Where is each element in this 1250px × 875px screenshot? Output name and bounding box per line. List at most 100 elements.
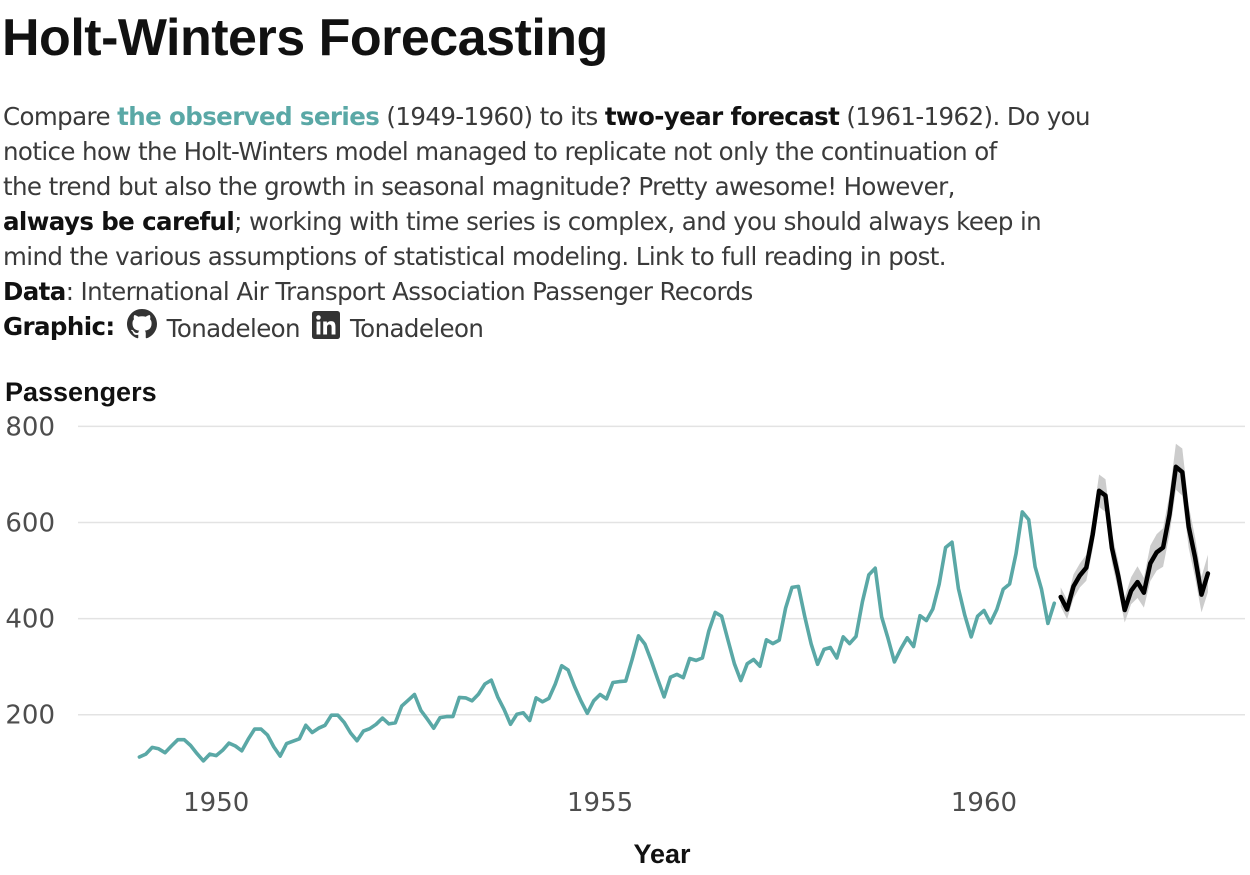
subtitle-line-4: always be careful; working with time ser… [3,204,1248,239]
series-lines [137,464,1211,763]
subtitle-line-2: notice how the Holt-Winters model manage… [3,137,997,166]
observed-point [375,723,377,725]
observed-point [624,680,626,682]
forecast-point [1111,547,1113,549]
observed-point [669,676,671,678]
observed-point [829,646,831,648]
observed-point [541,701,543,703]
observed-point [452,715,454,717]
observed-point [439,716,441,718]
observed-point [682,677,684,679]
observed-point [663,696,665,698]
observed-point [369,727,371,729]
observed-point [861,601,863,603]
subtitle-line-5: mind the various assumptions of statisti… [3,242,947,271]
observed-point [426,718,428,720]
observed-point [343,721,345,723]
subtitle-line-1: Compare the observed series (1949-1960) … [3,99,1248,134]
github-handle[interactable]: Tonadeleon [166,313,301,343]
observed-point [234,745,236,747]
forecast-highlight: two-year forecast [604,102,840,131]
observed-point [196,752,198,754]
observed-point [989,622,991,624]
observed-point [964,614,966,616]
forecast-point [1130,590,1132,592]
observed-point [177,739,179,741]
observed-point [1021,511,1023,513]
observed-point [420,709,422,711]
observed-point [708,630,710,632]
observed-point [445,715,447,717]
observed-point [209,753,211,755]
forecast-point [1066,608,1068,610]
observed-point [848,642,850,644]
forecast-point [1194,556,1196,558]
observed-point [1015,553,1017,555]
observed-point [842,636,844,638]
observed-point [484,683,486,685]
observed-point [951,541,953,543]
observed-point [298,738,300,740]
observed-point [644,643,646,645]
observed-point [497,696,499,698]
x-tick-label: 1960 [951,788,1017,818]
linkedin-handle[interactable]: Tonadeleon [349,313,484,343]
observed-point [676,673,678,675]
observed-point [247,738,249,740]
observed-point [1034,566,1036,568]
observed-point [925,619,927,621]
observed-point [1047,622,1049,624]
observed-point [688,657,690,659]
observed-point [637,635,639,637]
observed-point [151,746,153,748]
observed-point [471,700,473,702]
observed-point [228,742,230,744]
observed-point [701,657,703,659]
forecast-interval-bands [1060,443,1208,623]
axis-labels: 200 400 600 800 1950 1955 1960 Passengers Year [5,377,1017,869]
subtitle-text: Compare [3,102,118,131]
observed-point [337,714,339,716]
linkedin-icon[interactable] [311,311,340,339]
observed-point [311,731,313,733]
observed-point [324,724,326,726]
observed-point [529,719,531,721]
github-icon[interactable] [126,309,157,339]
observed-point [273,746,275,748]
observed-point [145,753,147,755]
observed-point [618,680,620,682]
observed-point [1053,602,1055,604]
x-tick-label: 1955 [567,788,633,818]
observed-point [868,574,870,576]
observed-point [573,685,575,687]
observed-point [855,635,857,637]
forecast-point [1124,609,1126,611]
forecast-point [1060,596,1062,598]
y-tick-label: 800 [5,412,55,442]
observed-point [477,693,479,695]
forecast-point [1187,526,1189,528]
forecast-point [1079,574,1081,576]
observed-point [266,734,268,736]
observed-point [906,637,908,639]
gridlines [78,425,1245,716]
y-axis-title: Passengers [5,377,157,407]
x-tick-label: 1950 [183,788,249,818]
forecast-point [1181,471,1183,473]
observed-point [330,714,332,716]
observed-point [1040,588,1042,590]
observed-point [970,636,972,638]
observed-point [388,723,390,725]
graphic-credit: Graphic: Tonadeleon Tonadeleon [3,309,1248,346]
observed-point [759,665,761,667]
observed-point [957,587,959,589]
forecast-point [1098,490,1100,492]
forecast-interval-band [1060,443,1208,623]
observed-point [170,745,172,747]
observed-point [503,708,505,710]
observed-point [778,639,780,641]
observed-point [650,660,652,662]
observed-point [938,583,940,585]
observed-point [816,663,818,665]
caution-highlight: always be careful [3,207,235,236]
